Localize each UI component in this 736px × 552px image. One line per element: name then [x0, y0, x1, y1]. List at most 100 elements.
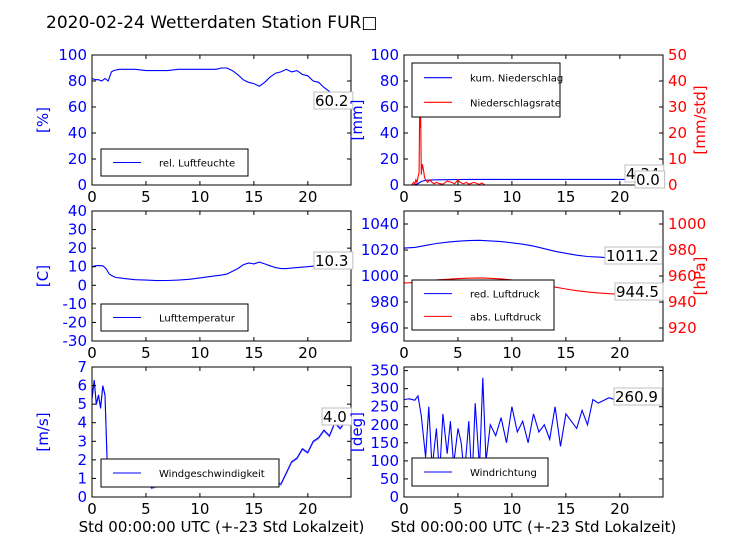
annotation-box — [634, 170, 666, 189]
x-tick-label: 10 — [502, 188, 521, 206]
x-tick-label: 15 — [244, 344, 263, 362]
x-tick-label: 0 — [399, 188, 409, 206]
y-tick-label: 0 — [389, 176, 399, 194]
y-tick-label-right: 940 — [668, 293, 697, 311]
y-tick-label-right: 1000 — [668, 215, 706, 233]
y-tick-label: 5 — [77, 395, 87, 413]
y-tick-label: 80 — [380, 72, 399, 90]
annotation-box — [604, 246, 663, 265]
y-tick-label: 20 — [68, 150, 87, 168]
x-tick-label: 5 — [453, 188, 463, 206]
y-tick-label-right: 960 — [668, 267, 697, 285]
y-tick-label: 1000 — [361, 267, 399, 285]
x-tick-label: 5 — [141, 344, 151, 362]
annotation-box — [613, 387, 663, 406]
y-tick-label-right: 10 — [668, 150, 687, 168]
y-tick-label: 60 — [380, 98, 399, 116]
annotation-value: 944.5 — [616, 283, 659, 301]
y-tick-label: 0 — [77, 488, 87, 506]
annotation-value: 10.3 — [315, 252, 348, 270]
series-line-humidity-0 — [92, 67, 351, 108]
figure-title: 2020-02-24 Wetterdaten Station FUR□ — [46, 13, 377, 33]
y-tick-label: 100 — [370, 452, 399, 470]
y-tick-label: 0 — [77, 276, 87, 294]
series-line-precip-1 — [404, 114, 663, 185]
legend-entry: kum. Niederschlag — [470, 74, 563, 85]
y-tick-label: -30 — [63, 332, 88, 350]
y-tick-label: 80 — [68, 72, 87, 90]
plot-frame-winddir — [403, 366, 664, 498]
y-axis-label: [%] — [34, 107, 52, 133]
y-axis-label: [C] — [34, 265, 52, 287]
y-tick-label: 980 — [370, 293, 399, 311]
series-line-precip-0 — [404, 178, 663, 185]
y-tick-label: 20 — [380, 150, 399, 168]
x-tick-label: 5 — [141, 500, 151, 518]
y-tick-label: 4 — [77, 414, 87, 432]
legend-entry: red. Luftdruck — [470, 290, 540, 301]
y-tick-label: 300 — [370, 380, 399, 398]
y-tick-label: 250 — [370, 398, 399, 416]
y-axis-label-right: [hPa] — [691, 257, 709, 296]
panel-precip: 0 5 10 15 20 0 20 40 60 80 100 0 10 20 30 40 50 [mm] [mm/s… — [348, 46, 709, 206]
y-tick-label: 10 — [68, 258, 87, 276]
x-tick-label: 10 — [190, 188, 209, 206]
y-tick-label: 40 — [68, 124, 87, 142]
legend-entry: Windrichtung — [470, 468, 537, 479]
legend-humidity: rel. Luftfeuchte — [100, 148, 249, 177]
annotation-box — [313, 251, 354, 270]
legend-pressure: red. Luftdruck abs. Luftdruck — [411, 279, 555, 331]
series-line-winddir-0 — [404, 377, 663, 483]
y-tick-label: 60 — [68, 98, 87, 116]
y-tick-label: 1040 — [361, 215, 399, 233]
annotation-value: 260.9 — [615, 388, 658, 406]
x-tick-label: 10 — [190, 344, 209, 362]
x-tick-label: 5 — [141, 188, 151, 206]
y-tick-label: 40 — [68, 202, 87, 220]
x-tick-label: 0 — [87, 188, 97, 206]
annotation-value: 60.2 — [315, 92, 348, 110]
x-tick-label: 20 — [610, 188, 629, 206]
legend-windspeed: Windgeschwindigkeit — [100, 458, 280, 488]
y-tick-label: 3 — [77, 432, 87, 450]
x-tick-label: 15 — [244, 188, 263, 206]
annotation-value: 4.0 — [323, 408, 347, 426]
legend-entry: Windgeschwindigkeit — [159, 469, 265, 480]
x-axis-label: Std 00:00:00 UTC (+-23 Std Lokalzeit) — [79, 518, 365, 536]
y-tick-label-right: 920 — [668, 319, 697, 337]
y-tick-label-right: 30 — [668, 98, 687, 116]
panel-humidity: 0 5 10 15 20 0 20 40 60 80 100 [%] 60.2 rel. Luftfeuc… — [34, 46, 354, 206]
y-tick-label: 0 — [389, 488, 399, 506]
x-tick-label: 5 — [453, 344, 463, 362]
y-tick-label: 0 — [77, 176, 87, 194]
y-tick-label: 150 — [370, 434, 399, 452]
y-tick-label: -20 — [63, 313, 88, 331]
panel-pressure: 0 5 10 15 20 960 980 1000 1020 1040 920 940 960 980 10… — [361, 210, 709, 362]
y-tick-label: 960 — [370, 319, 399, 337]
y-axis-label-right: [mm/std] — [691, 85, 709, 154]
x-tick-label: 0 — [87, 344, 97, 362]
legend-entry: abs. Luftdruck — [470, 312, 541, 323]
legend-entry: Niederschlagsrate — [470, 98, 561, 109]
panel-temperature: 0 5 10 15 20-30-20-10010203040[C]10.3Lufttem… — [34, 202, 354, 362]
legend-precip: kum. Niederschlag Niederschlagsrate — [411, 62, 563, 118]
annotation-value: 1011.2 — [606, 247, 659, 265]
x-tick-label: 15 — [556, 344, 575, 362]
y-tick-label-right: 20 — [668, 124, 687, 142]
y-tick-label: 1 — [77, 469, 87, 487]
y-tick-label: 350 — [370, 362, 399, 380]
y-axis-label: [m/s] — [34, 412, 52, 451]
x-tick-label: 20 — [298, 500, 317, 518]
x-axis-label: Std 00:00:00 UTC (+-23 Std Lokalzeit) — [391, 518, 677, 536]
legend-temperature: Lufttemperatur — [100, 303, 249, 332]
y-tick-label: 20 — [68, 239, 87, 257]
plot-frame-windspeed — [91, 366, 352, 498]
x-tick-label: 0 — [399, 344, 409, 362]
y-tick-label: 7 — [77, 358, 87, 376]
y-tick-label-right: 0 — [668, 176, 678, 194]
x-tick-label: 10 — [502, 500, 521, 518]
y-tick-label-right: 980 — [668, 241, 697, 259]
